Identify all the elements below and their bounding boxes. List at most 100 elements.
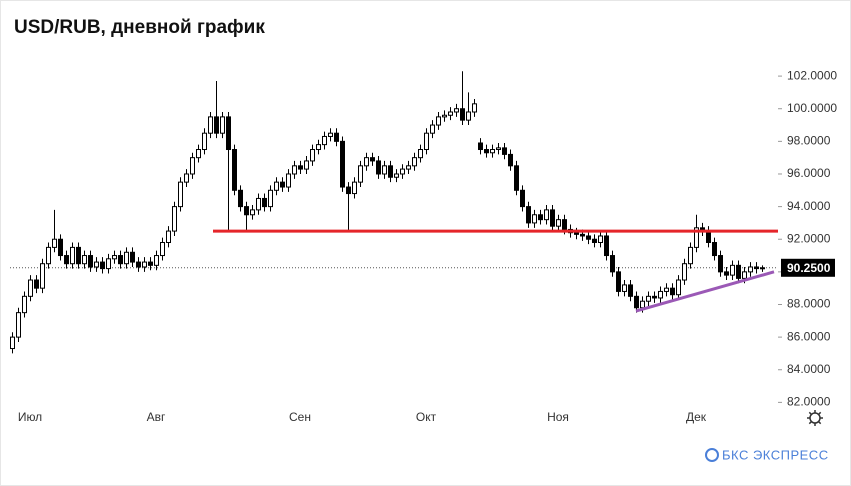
- candle-body: [664, 287, 669, 292]
- candle-body: [130, 251, 135, 263]
- gear-teeth[interactable]: [807, 410, 823, 426]
- candle-body: [646, 295, 651, 302]
- candle-body: [748, 266, 753, 273]
- y-tick-label: 102.0000: [787, 68, 837, 82]
- candle-body: [106, 258, 111, 270]
- candle-body: [238, 189, 243, 208]
- candle-body: [148, 261, 153, 266]
- candle-body: [742, 271, 747, 279]
- candle-body: [310, 149, 315, 162]
- candle-body: [334, 132, 339, 142]
- candle-body: [304, 160, 309, 170]
- candle-body: [652, 295, 657, 299]
- candle-body: [340, 140, 345, 188]
- x-tick-label: Дек: [686, 410, 707, 424]
- candle-body: [670, 287, 675, 296]
- candle-body: [694, 227, 699, 248]
- candle-body: [442, 114, 447, 118]
- candle-body: [586, 235, 591, 240]
- candle-body: [736, 264, 741, 279]
- candle-body: [622, 284, 627, 292]
- candle-body: [52, 238, 57, 248]
- candle-body: [40, 263, 45, 289]
- candle-body: [598, 235, 603, 243]
- candle-body: [16, 312, 21, 338]
- candle-body: [490, 149, 495, 154]
- candle-body: [724, 271, 729, 276]
- settings-icon[interactable]: [807, 410, 823, 426]
- candle-body: [208, 116, 213, 134]
- candle-body: [196, 149, 201, 159]
- candle-body: [730, 264, 735, 276]
- candle-body: [166, 230, 171, 243]
- candle-body: [472, 103, 477, 113]
- y-tick-label: 92.0000: [787, 231, 831, 245]
- candle-body: [118, 255, 123, 265]
- candle-body: [448, 111, 453, 116]
- y-tick-label: 96.0000: [787, 166, 831, 180]
- candle-body: [760, 267, 765, 270]
- x-tick-label: Июл: [18, 410, 42, 424]
- trend-line: [635, 270, 775, 313]
- candle-body: [688, 246, 693, 265]
- candle-body: [628, 284, 633, 297]
- candle-body: [592, 238, 597, 243]
- candle-body: [34, 279, 39, 289]
- candle-body: [58, 238, 63, 257]
- candle-body: [94, 261, 99, 268]
- candle-body: [400, 168, 405, 175]
- candle-body: [544, 209, 549, 221]
- candle-body: [172, 206, 177, 232]
- candle-body: [184, 173, 189, 183]
- candle-body: [190, 157, 195, 175]
- candle-body: [538, 214, 543, 221]
- candle-body: [532, 214, 537, 224]
- candle-body: [496, 147, 501, 151]
- x-tick-label: Ноя: [547, 410, 569, 424]
- candle-body: [430, 124, 435, 134]
- candle-body: [754, 266, 759, 270]
- candle-body: [82, 255, 87, 265]
- candle-body: [364, 157, 369, 167]
- candle-body: [370, 157, 375, 162]
- candle-body: [154, 255, 159, 266]
- candle-body: [178, 181, 183, 208]
- y-tick-label: 98.0000: [787, 134, 831, 148]
- chart-title: USD/RUB, дневной график: [14, 17, 265, 38]
- candle-body: [28, 279, 33, 297]
- logo-icon: [705, 448, 719, 462]
- candle-body: [574, 232, 579, 235]
- candle-body: [64, 255, 69, 265]
- candle-body: [562, 219, 567, 230]
- candle-body: [112, 255, 117, 260]
- candle-body: [508, 153, 513, 167]
- candle-body: [526, 206, 531, 224]
- candle-body: [46, 246, 51, 265]
- candle-body: [232, 149, 237, 191]
- candle-body: [466, 111, 471, 121]
- candle-body: [250, 209, 255, 216]
- candle-body: [358, 165, 363, 183]
- candle-body: [124, 251, 129, 265]
- y-tick-label: 94.0000: [787, 199, 831, 213]
- candle-body: [292, 165, 297, 175]
- candle-body: [136, 261, 141, 268]
- candle-body: [274, 181, 279, 191]
- candle-body: [484, 149, 489, 154]
- candle-body: [478, 142, 483, 151]
- candle-body: [256, 197, 261, 211]
- candle-body: [682, 263, 687, 281]
- y-tick-label: 100.0000: [787, 101, 837, 115]
- candle-body: [280, 181, 285, 188]
- candle-body: [424, 132, 429, 151]
- candle-body: [346, 186, 351, 195]
- candle-body: [706, 230, 711, 243]
- candle-body: [436, 116, 441, 126]
- candle-body: [610, 255, 615, 273]
- candle-body: [244, 206, 249, 216]
- candle-body: [520, 189, 525, 208]
- candle-body: [298, 165, 303, 170]
- candle-body: [268, 189, 273, 208]
- candle-body: [226, 116, 231, 151]
- candle-body: [214, 116, 219, 134]
